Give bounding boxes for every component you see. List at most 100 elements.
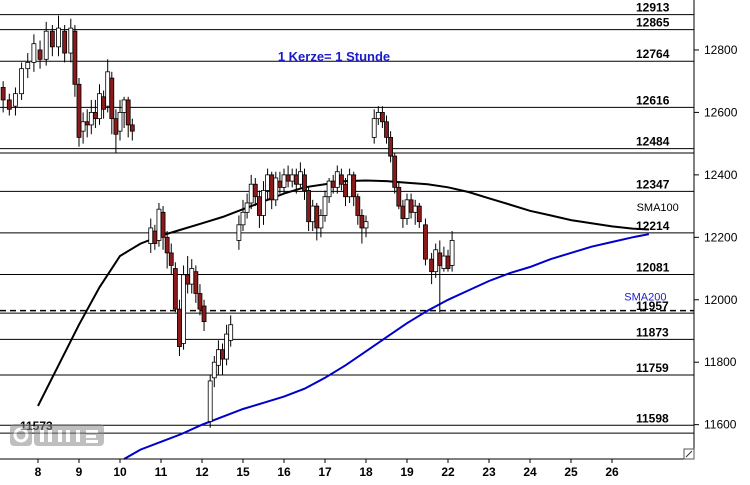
- candle-body: [215, 349, 221, 366]
- candle-body: [261, 190, 266, 216]
- candle-body: [404, 199, 410, 219]
- y-tick-label: 12600: [704, 105, 738, 119]
- candle-body: [193, 271, 199, 294]
- candle-body: [220, 349, 225, 360]
- x-tick-label: 17: [318, 465, 332, 479]
- candle-body: [338, 174, 344, 185]
- x-tick-label: 15: [236, 465, 250, 479]
- candle-body: [6, 99, 12, 110]
- candle-body: [236, 224, 242, 241]
- candle-body: [322, 196, 328, 216]
- x-tick-label: 18: [359, 465, 373, 479]
- candle-body: [441, 255, 447, 269]
- candle-body: [416, 205, 422, 223]
- x-tick-label: 23: [482, 465, 496, 479]
- candle-body: [211, 361, 217, 379]
- candle-body: [13, 93, 18, 107]
- y-tick-label: 12000: [704, 293, 738, 307]
- candle-body: [105, 71, 111, 107]
- candle-body: [363, 221, 369, 229]
- y-tick-label: 12200: [704, 230, 738, 244]
- series-label: SMA200: [624, 291, 666, 303]
- candle-body: [302, 174, 307, 191]
- level-label: 11598: [636, 411, 669, 425]
- candle-body: [265, 174, 271, 191]
- watermark-logo: [10, 424, 104, 446]
- candle-body: [269, 174, 275, 201]
- candle-body: [19, 68, 25, 95]
- x-tick-label: 12: [195, 465, 209, 479]
- candle-body: [76, 83, 82, 138]
- candle-body: [437, 252, 443, 266]
- candle-body: [388, 136, 394, 157]
- candle-body: [248, 183, 254, 204]
- x-tick-label: 26: [605, 465, 619, 479]
- candle-body: [281, 174, 287, 188]
- candle-body: [0, 87, 6, 101]
- level-label: 12616: [636, 93, 670, 107]
- candle-body: [117, 112, 123, 132]
- candle-body: [37, 49, 43, 60]
- y-tick-label: 12400: [704, 168, 738, 182]
- candle-body: [228, 324, 234, 341]
- chart-title: 1 Kerze= 1 Stunde: [278, 49, 390, 64]
- candle-body: [201, 305, 207, 323]
- candle-body: [423, 224, 428, 260]
- level-label: 12764: [636, 47, 670, 61]
- candle-body: [84, 121, 90, 126]
- candle-body: [330, 180, 336, 188]
- candle-body: [343, 183, 348, 198]
- candle-body: [273, 177, 279, 201]
- x-tick-label: 10: [113, 465, 127, 479]
- candle-body: [334, 171, 340, 188]
- candle-body: [392, 155, 398, 188]
- x-tick-label: 8: [35, 465, 42, 479]
- candle-body: [306, 190, 312, 223]
- candle-body: [172, 268, 178, 310]
- series-label: SMA100: [637, 202, 679, 214]
- candle-body: [101, 96, 106, 110]
- y-tick-label: 12800: [704, 43, 738, 57]
- candle-body: [177, 308, 182, 347]
- candle-body: [285, 174, 291, 182]
- candle-body: [433, 249, 439, 273]
- series-line-sma200: [123, 233, 650, 460]
- candle-body: [185, 274, 191, 285]
- candle-body: [293, 174, 299, 185]
- y-tick-label: 11600: [704, 418, 737, 432]
- level-label: 11873: [636, 325, 669, 339]
- candle-body: [129, 124, 135, 132]
- x-tick-label: 9: [76, 465, 83, 479]
- candle-body: [121, 99, 127, 113]
- candle-body: [240, 211, 246, 226]
- x-tick-label: 25: [564, 465, 578, 479]
- candle-body: [375, 112, 381, 120]
- candle-body: [224, 333, 230, 360]
- resize-grip-icon: [683, 448, 695, 460]
- candle-body: [252, 183, 258, 198]
- candles: [0, 15, 455, 428]
- y-tick-label: 11800: [704, 355, 737, 369]
- x-tick-label: 19: [400, 465, 414, 479]
- candle-body: [207, 380, 213, 422]
- level-label: 12913: [636, 1, 670, 15]
- candle-body: [56, 27, 61, 48]
- candle-body: [355, 196, 361, 216]
- candle-body: [197, 293, 203, 310]
- x-tick-label: 22: [441, 465, 455, 479]
- level-label: 11759: [636, 361, 669, 375]
- candle-body: [168, 252, 174, 266]
- level-label: 12081: [636, 260, 670, 274]
- level-label: 12214: [636, 219, 670, 233]
- candle-body: [97, 93, 102, 120]
- candle-body: [160, 211, 166, 238]
- candle-body: [25, 62, 31, 70]
- candle-body: [152, 230, 158, 244]
- candle-body: [80, 121, 86, 132]
- candle-body: [93, 112, 98, 120]
- candle-body: [408, 199, 414, 213]
- candle-body: [400, 205, 406, 219]
- candle-body: [62, 30, 68, 54]
